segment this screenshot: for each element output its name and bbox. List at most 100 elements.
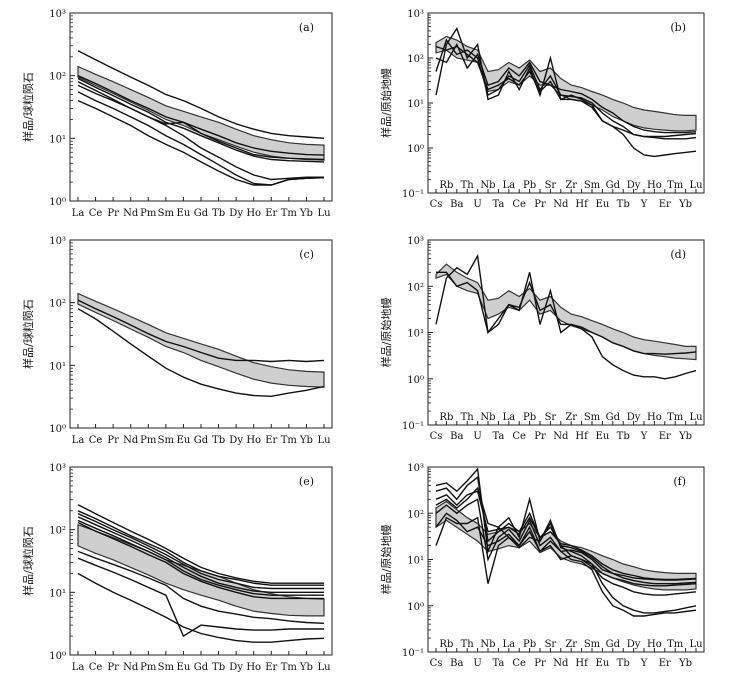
x-tick-label: Eu [177,662,191,673]
y-tick-label: 10⁰ [49,197,66,208]
x-tick-label: La [72,208,85,219]
x-tick-label: Cs [430,199,443,210]
sample-line [435,486,697,596]
x-tick-label: Nd [123,435,139,446]
x-tick-label: Tm [281,435,298,446]
panel-c: 10⁰ 10¹ 10² 10³ 样品/球粒陨石 (c) La Ce Pr Nd Pm Sm Eu Gd Tb… [21,236,333,446]
y-tick-label: 10³ [407,236,424,247]
x-tick-label: Pr [107,435,119,446]
panel-label: (c) [299,248,314,261]
x-tick-label: La [502,639,515,650]
x-tick-label: Eu [596,199,610,210]
sample-line [77,99,325,186]
sample-line [435,467,697,587]
x-tick-label: Pr [534,199,546,210]
y-tick-label: 10¹ [407,556,424,567]
x-tick-label: Nd [123,662,139,673]
sample-line [77,550,325,624]
x-tick-label: Y [640,431,648,442]
x-tick-label: Th [461,412,475,423]
x-tick-label: La [72,435,85,446]
y-tick-label: 10² [407,54,424,65]
panel-d: 10⁻¹ 10⁰ 10¹ 10² 10³ 样品/原始地幔 (d) Cs Rb Ba Th U Nb Ta L… [379,236,705,442]
x-tick-label: Nd [553,199,569,210]
y-axis-label: 样品/原始地幔 [379,68,393,138]
x-tick-label: Nd [553,431,569,442]
y-axis-label: 样品/原始地幔 [379,298,393,368]
panel-a: 10⁰ 10¹ 10² 10³ 样品/球粒陨石 (a) La Ce Pr Nd Pm Sm Eu Gd Tb… [21,9,333,219]
x-tick-label: Gd [194,662,209,673]
sample-line [77,519,324,596]
panel-label: (f) [673,475,686,488]
x-tick-label: Pb [523,639,536,650]
sample-line [77,84,325,161]
plot-frame [69,466,333,656]
x-tick-label: Th [461,180,475,191]
x-tick-label: U [473,199,481,210]
x-tick-label: La [502,412,515,423]
x-tick-label: Lu [689,180,703,191]
sample-line [436,271,697,355]
x-tick-label: Tb [212,662,225,673]
x-tick-label: Gd [194,208,209,219]
x-tick-label: Cs [430,431,443,442]
x-tick-label: Eu [596,431,610,442]
x-tick-label: Tm [667,412,684,423]
reference-band [77,292,325,388]
x-tick-label: Dy [627,180,641,191]
plot-frame [427,12,705,194]
x-tick-label: Er [659,199,671,210]
x-tick-label: Pb [523,412,536,423]
x-tick-label: Nb [480,412,495,423]
x-tick-label: Ba [450,658,463,669]
x-tick-label: Lu [317,435,331,446]
y-tick-label: 10⁰ [407,602,424,613]
x-tick-label: Ce [89,208,103,219]
y-tick-label: 10¹ [49,588,66,599]
x-tick-label: Dy [229,662,243,673]
x-tick-label: Gd [606,412,621,423]
x-tick-label: Ho [647,639,662,650]
x-tick-label: Lu [317,662,331,673]
x-tick-label: Sm [158,435,175,446]
x-tick-label: Ho [246,435,261,446]
x-tick-label: Sm [584,639,601,650]
sample-line [77,504,324,584]
x-tick-label: Yb [299,208,313,219]
x-tick-label: Tb [617,431,630,442]
sample-line [77,50,325,139]
x-tick-label: Gd [606,639,621,650]
x-tick-label: Lu [689,412,703,423]
x-tick-label: Zr [565,639,577,650]
x-tick-label: Er [265,435,277,446]
x-tick-label: Sm [158,662,175,673]
x-tick-label: Rb [439,639,453,650]
x-tick-label: U [473,431,481,442]
y-tick-label: 10⁰ [407,375,424,386]
y-tick-label: 10¹ [49,134,66,145]
sample-line [77,510,324,586]
x-tick-label: Y [640,658,648,669]
x-tick-label: Cs [430,658,443,669]
x-tick-label: Pm [140,208,157,219]
reference-band [435,35,697,132]
x-tick-label: Sm [584,412,601,423]
x-tick-label: Ho [246,662,261,673]
x-tick-label: Tm [281,208,298,219]
x-tick-label: Nb [480,180,495,191]
x-tick-label: Dy [229,208,243,219]
x-tick-label: Tb [212,208,225,219]
y-axis-label: 样品/球粒陨石 [21,526,35,596]
x-tick-label: Ce [89,435,103,446]
sample-line [435,476,697,585]
x-tick-label: Ba [450,199,463,210]
x-tick-label: Tb [617,658,630,669]
x-tick-label: Nd [123,208,139,219]
sample-line [77,308,325,398]
y-tick-label: 10⁻¹ [402,421,424,432]
x-tick-label: Eu [177,208,191,219]
x-tick-label: Dy [229,435,243,446]
panel-label: (b) [670,21,686,34]
x-tick-label: Yb [678,658,692,669]
x-tick-label: Er [659,658,671,669]
